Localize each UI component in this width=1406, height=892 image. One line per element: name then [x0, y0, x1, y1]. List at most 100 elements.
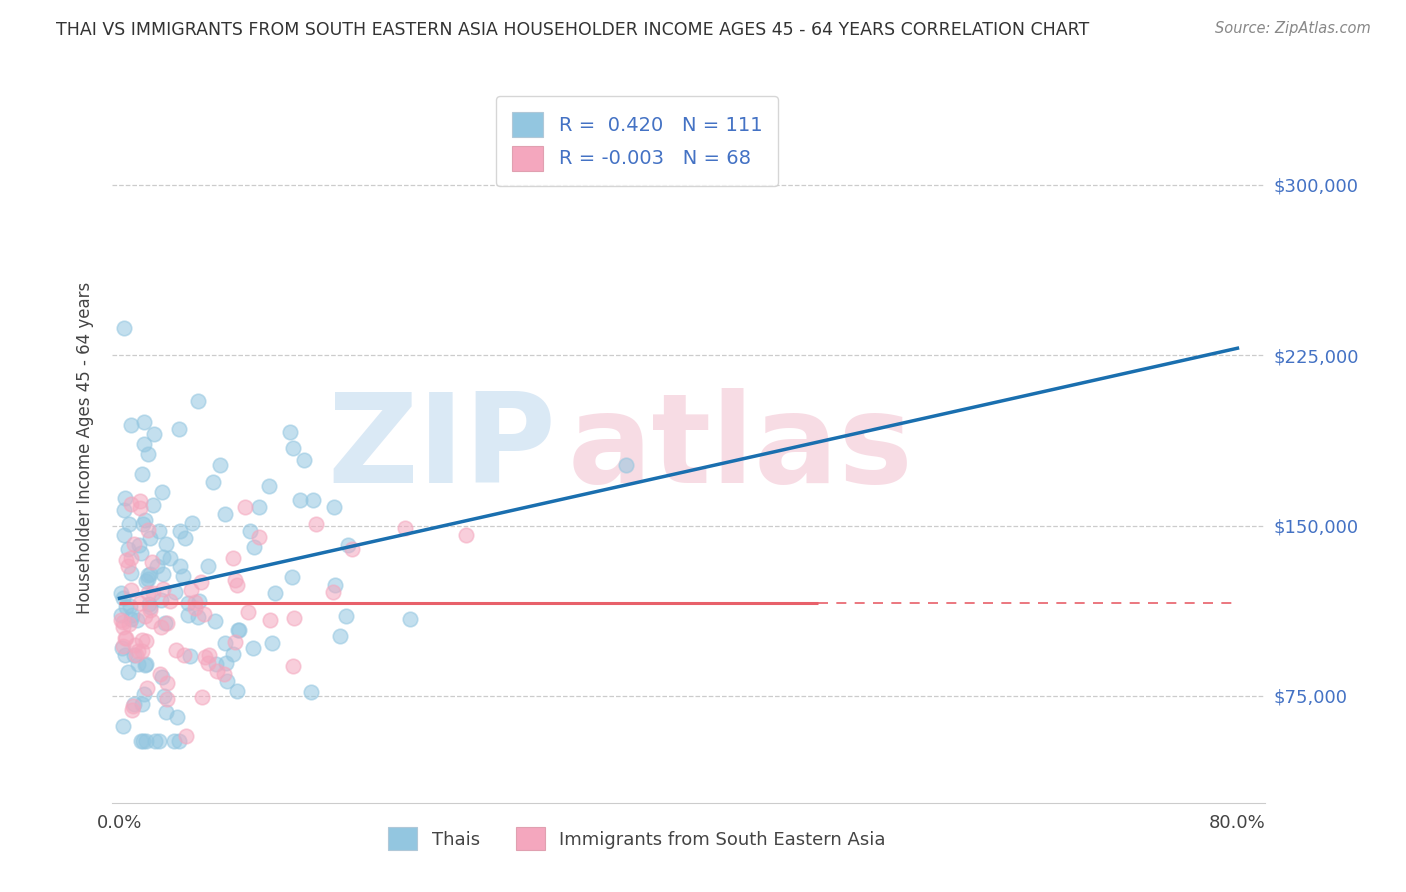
Point	[242, 641, 264, 656]
Point	[111, 620, 134, 634]
Point	[142, 498, 165, 512]
Point	[183, 595, 205, 609]
Point	[136, 447, 159, 461]
Point	[120, 417, 142, 432]
Point	[197, 656, 219, 670]
Text: ZIP: ZIP	[328, 388, 557, 508]
Point	[134, 513, 156, 527]
Point	[281, 441, 304, 455]
Point	[208, 458, 231, 472]
Point	[299, 685, 322, 699]
Point	[129, 500, 152, 515]
Point	[187, 594, 209, 608]
Point	[215, 656, 238, 670]
Point	[172, 568, 194, 582]
Point	[117, 542, 139, 557]
Point	[122, 537, 145, 551]
Point	[197, 559, 219, 574]
Point	[156, 615, 179, 630]
Point	[125, 648, 148, 663]
Point	[121, 607, 143, 622]
Point	[224, 634, 246, 648]
Point	[149, 620, 172, 634]
Y-axis label: Householder Income Ages 45 - 64 years: Householder Income Ages 45 - 64 years	[76, 282, 94, 615]
Point	[335, 609, 357, 624]
Point	[124, 638, 146, 652]
Point	[111, 641, 134, 656]
Point	[212, 666, 235, 681]
Point	[247, 500, 270, 515]
Point	[394, 521, 416, 535]
Point	[292, 452, 315, 467]
Point	[301, 493, 323, 508]
Text: Source: ZipAtlas.com: Source: ZipAtlas.com	[1215, 21, 1371, 37]
Point	[153, 615, 176, 630]
Point	[191, 690, 214, 704]
Point	[132, 416, 155, 430]
Point	[169, 734, 191, 748]
Point	[132, 687, 155, 701]
Point	[132, 517, 155, 532]
Point	[156, 675, 179, 690]
Point	[141, 555, 163, 569]
Point	[180, 583, 202, 598]
Point	[226, 578, 249, 592]
Point	[136, 681, 159, 695]
Point	[454, 528, 477, 542]
Point	[259, 613, 281, 627]
Point	[139, 532, 162, 546]
Point	[194, 650, 217, 665]
Point	[121, 566, 143, 580]
Point	[139, 599, 162, 614]
Point	[135, 634, 157, 648]
Point	[114, 648, 136, 662]
Point	[150, 485, 173, 500]
Point	[134, 609, 156, 624]
Point	[205, 657, 228, 672]
Point	[117, 559, 139, 574]
Point	[166, 710, 188, 724]
Point	[329, 629, 352, 643]
Point	[226, 623, 249, 637]
Point	[239, 524, 262, 538]
Point	[222, 647, 245, 661]
Point	[143, 734, 166, 748]
Point	[260, 636, 283, 650]
Point	[138, 597, 160, 611]
Point	[165, 642, 187, 657]
Point	[283, 659, 305, 673]
Point	[115, 553, 138, 567]
Point	[165, 585, 187, 599]
Point	[122, 697, 145, 711]
Point	[398, 612, 420, 626]
Point	[177, 596, 200, 610]
Point	[136, 572, 159, 586]
Point	[121, 703, 143, 717]
Point	[110, 586, 132, 600]
Point	[198, 648, 221, 662]
Point	[139, 566, 162, 581]
Point	[112, 502, 135, 516]
Point	[257, 479, 280, 493]
Point	[264, 586, 287, 600]
Point	[153, 689, 176, 703]
Point	[278, 425, 301, 439]
Point	[136, 585, 159, 599]
Point	[117, 516, 139, 531]
Point	[146, 559, 169, 574]
Point	[322, 500, 344, 515]
Point	[135, 734, 157, 748]
Point	[136, 524, 159, 538]
Point	[129, 596, 152, 610]
Point	[214, 507, 236, 521]
Point	[228, 623, 250, 637]
Point	[325, 578, 347, 592]
Point	[155, 537, 177, 551]
Point	[247, 530, 270, 544]
Point	[217, 674, 239, 689]
Point	[127, 657, 149, 672]
Point	[179, 648, 201, 663]
Point	[112, 321, 135, 335]
Point	[173, 531, 195, 545]
Point	[202, 475, 225, 490]
